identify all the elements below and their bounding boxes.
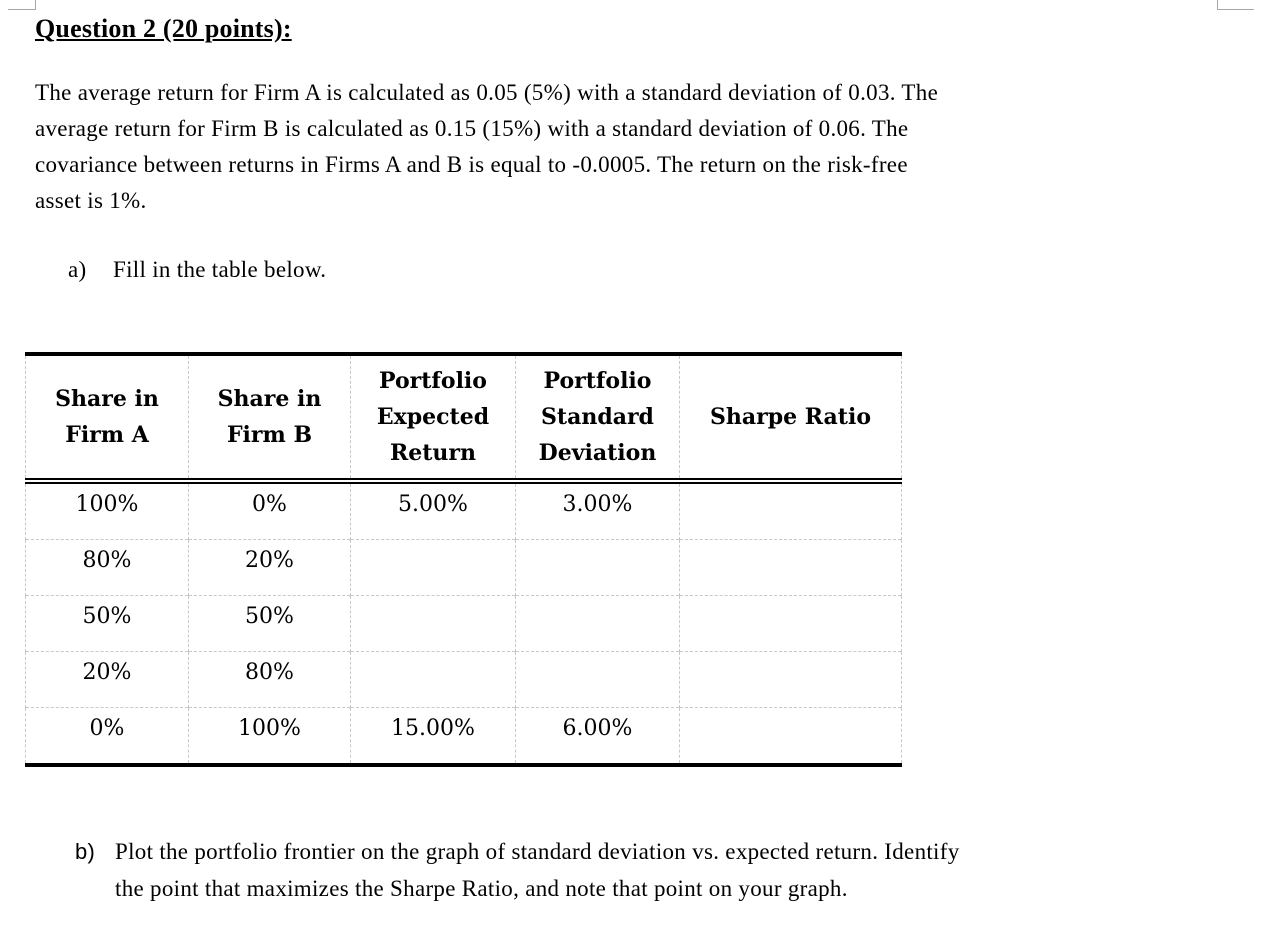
table-cell: 80%: [188, 651, 351, 708]
intro-line-1: The average return for Firm A is calcula…: [35, 80, 939, 105]
table-row: 0% 100% 15.00% 6.00%: [25, 707, 902, 765]
answer-cell[interactable]: [350, 539, 516, 596]
table-cell: 100%: [188, 707, 351, 765]
list-marker-b: b): [75, 839, 96, 864]
header-share-firm-b: Share in Firm B: [188, 354, 351, 484]
answer-cell[interactable]: [515, 539, 680, 596]
answer-cell[interactable]: [679, 651, 902, 708]
answer-cell[interactable]: [350, 595, 516, 652]
text-boundary-corner-left: [8, 0, 36, 10]
header-portfolio-standard-deviation: Portfolio Standard Deviation: [515, 354, 680, 484]
table-cell: 0%: [25, 707, 189, 765]
item-b-line-2: the point that maximizes the Sharpe Rati…: [115, 876, 848, 901]
item-a-text: Fill in the table below.: [113, 257, 327, 282]
list-item-b: b) Plot the portfolio frontier on the gr…: [35, 833, 1281, 907]
answer-cell[interactable]: [679, 539, 902, 596]
table-cell: 50%: [25, 595, 189, 652]
header-portfolio-expected-return: Portfolio Expected Return: [350, 354, 516, 484]
answer-cell[interactable]: [515, 651, 680, 708]
table-cell: 20%: [188, 539, 351, 596]
intro-line-2: average return for Firm B is calculated …: [35, 116, 909, 141]
header-share-firm-a: Share in Firm A: [25, 354, 189, 484]
table-cell: 100%: [25, 481, 189, 540]
text-boundary-corner-right: [1217, 0, 1254, 10]
table-cell: 20%: [25, 651, 189, 708]
answer-cell[interactable]: [679, 707, 902, 765]
table-cell: 6.00%: [515, 707, 680, 765]
table-row: 80% 20%: [25, 539, 902, 596]
answer-cell[interactable]: [679, 481, 902, 540]
intro-line-4: asset is 1%.: [35, 188, 147, 213]
table-cell: 15.00%: [350, 707, 516, 765]
item-b-text: Plot the portfolio frontier on the graph…: [115, 833, 960, 907]
list-item-a: a) Fill in the table below.: [35, 252, 1168, 288]
table-header-row: Share in Firm A Share in Firm B Portfoli…: [25, 354, 902, 484]
header-sharpe-ratio: Sharpe Ratio: [679, 354, 902, 484]
table-row: 20% 80%: [25, 651, 902, 708]
list-marker-a: a): [68, 257, 87, 282]
table-cell: 80%: [25, 539, 189, 596]
intro-line-3: covariance between returns in Firms A an…: [35, 152, 908, 177]
answer-cell[interactable]: [515, 595, 680, 652]
answer-cell[interactable]: [679, 595, 902, 652]
table-cell: 0%: [188, 481, 351, 540]
portfolio-table: Share in Firm A Share in Firm B Portfoli…: [25, 352, 902, 767]
question-heading: Question 2 (20 points):: [35, 14, 292, 43]
table-row: 50% 50%: [25, 595, 902, 652]
table-cell: 5.00%: [350, 481, 516, 540]
table-cell: 3.00%: [515, 481, 680, 540]
answer-cell[interactable]: [350, 651, 516, 708]
item-b-line-1: Plot the portfolio frontier on the graph…: [115, 839, 960, 864]
table-cell: 50%: [188, 595, 351, 652]
table-row: 100% 0% 5.00% 3.00%: [25, 481, 902, 540]
intro-paragraph: The average return for Firm A is calcula…: [35, 75, 1220, 219]
